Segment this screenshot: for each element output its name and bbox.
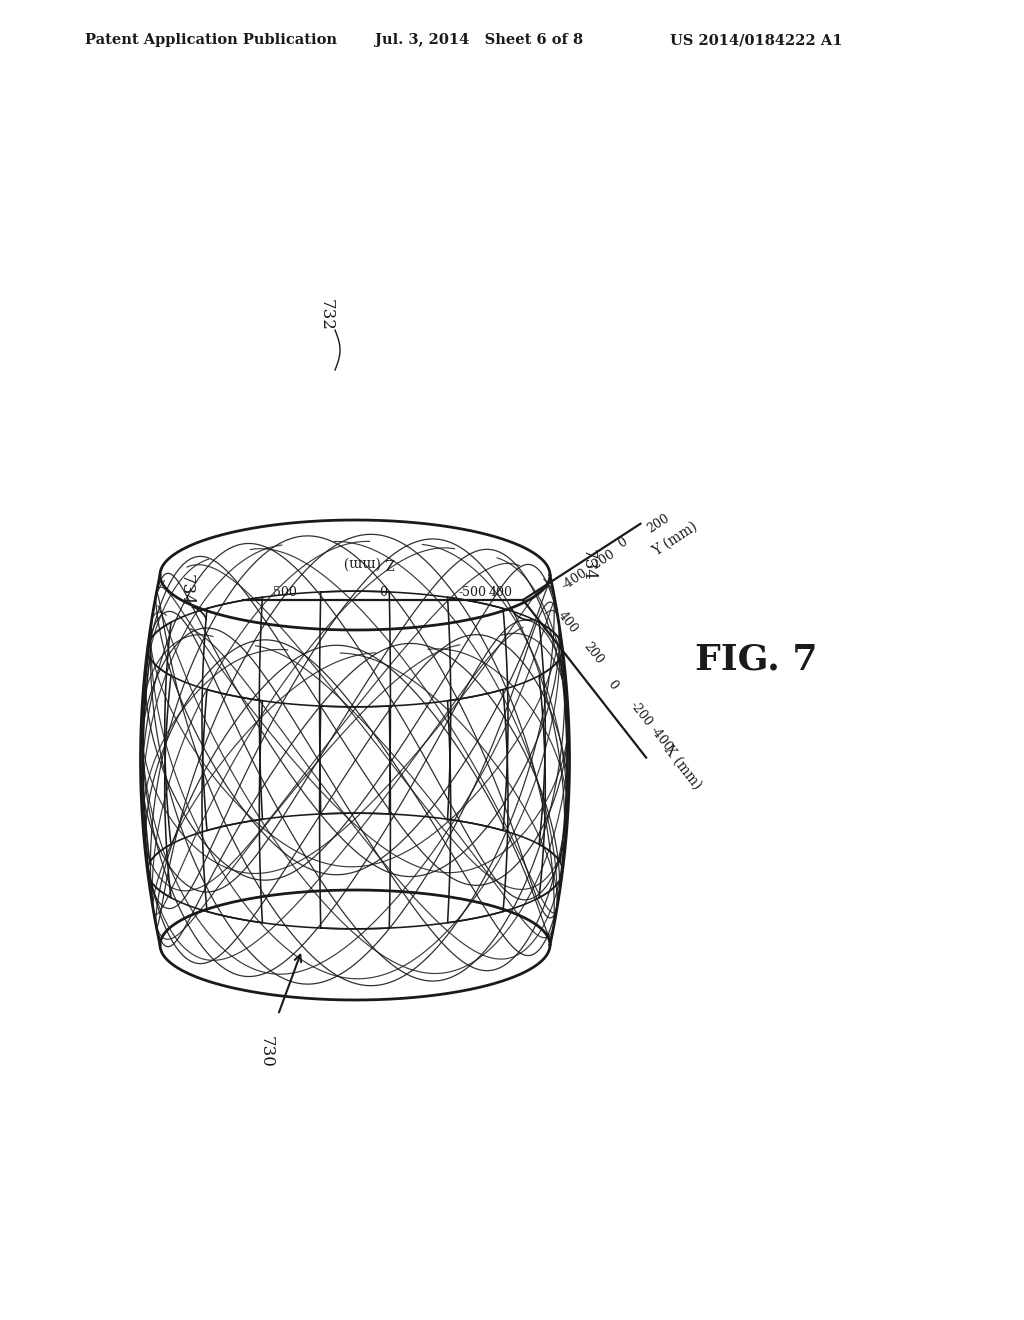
Text: 200: 200 bbox=[644, 512, 672, 536]
Text: -200: -200 bbox=[587, 548, 617, 574]
Text: -200: -200 bbox=[627, 698, 654, 729]
Text: 732: 732 bbox=[318, 300, 335, 331]
Text: Jul. 3, 2014   Sheet 6 of 8: Jul. 3, 2014 Sheet 6 of 8 bbox=[375, 33, 583, 48]
Text: X (mm): X (mm) bbox=[662, 743, 703, 792]
Text: 200: 200 bbox=[581, 640, 605, 667]
Text: 0: 0 bbox=[605, 678, 621, 693]
Text: 400: 400 bbox=[556, 609, 581, 636]
Text: US 2014/0184222 A1: US 2014/0184222 A1 bbox=[670, 33, 843, 48]
Text: Y (mm): Y (mm) bbox=[650, 519, 700, 558]
Text: Patent Application Publication: Patent Application Publication bbox=[85, 33, 337, 48]
Text: 400: 400 bbox=[488, 586, 513, 599]
Text: -400: -400 bbox=[647, 723, 675, 754]
Text: -500: -500 bbox=[459, 586, 486, 599]
Text: 500: 500 bbox=[273, 586, 297, 599]
Text: 0: 0 bbox=[379, 586, 387, 599]
Text: 734: 734 bbox=[580, 549, 597, 581]
Text: -400: -400 bbox=[559, 566, 590, 593]
Text: Z (mm): Z (mm) bbox=[343, 554, 394, 569]
Text: 734: 734 bbox=[178, 574, 195, 606]
Text: 0: 0 bbox=[615, 535, 629, 550]
Text: 730: 730 bbox=[258, 1036, 275, 1068]
Text: FIG. 7: FIG. 7 bbox=[695, 643, 817, 677]
